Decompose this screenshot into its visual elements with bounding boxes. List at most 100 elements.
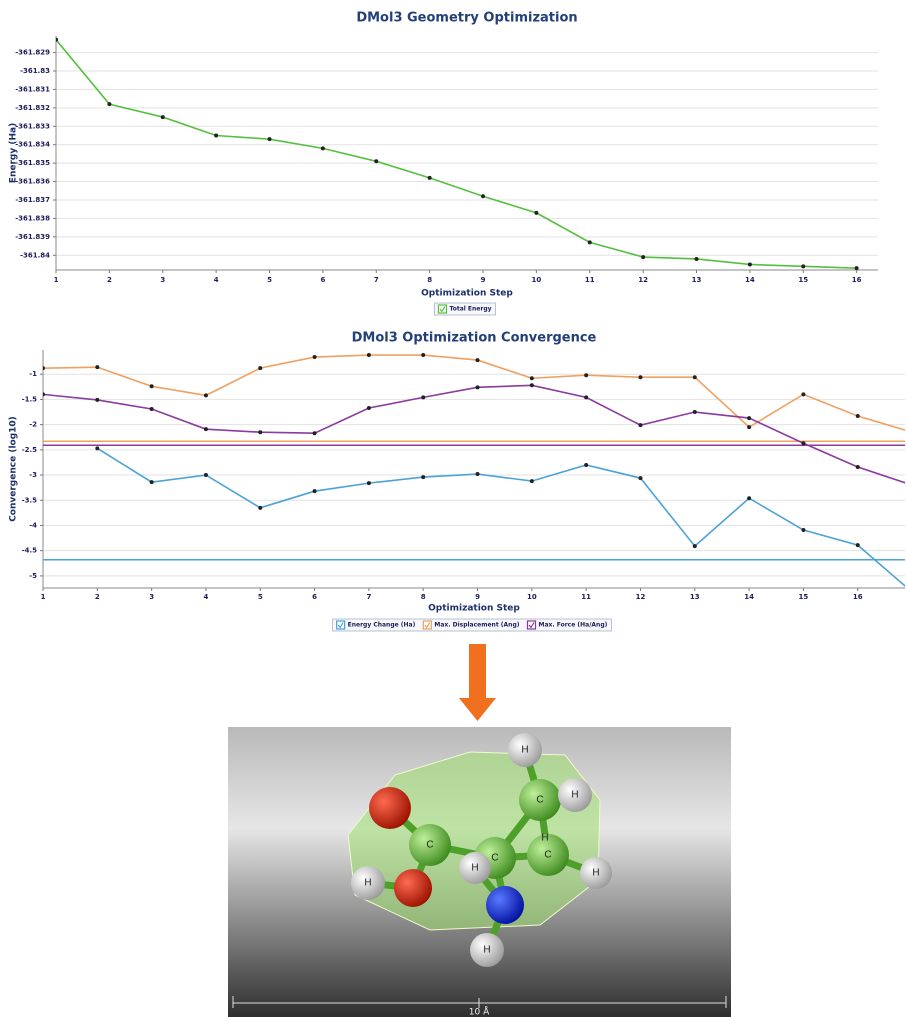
data-point (584, 463, 588, 467)
atom (486, 886, 524, 924)
atom-label: H (521, 745, 528, 756)
x-tick-label: 15 (798, 276, 808, 284)
x-tick-label: 2 (107, 276, 112, 284)
atom-label: H (483, 945, 490, 956)
data-point (530, 479, 534, 483)
data-point (638, 423, 642, 427)
series-line (43, 385, 906, 485)
data-point (41, 366, 45, 370)
data-point (95, 365, 99, 369)
chart-title: DMol3 Optimization Convergence (352, 331, 597, 346)
legend: Total Energy (434, 303, 495, 315)
x-tick-label: 13 (692, 276, 702, 284)
data-point (150, 384, 154, 388)
x-tick-label: 8 (427, 276, 432, 284)
data-point (313, 355, 317, 359)
data-point (748, 262, 752, 266)
x-tick-label: 1 (41, 593, 46, 601)
data-point (204, 427, 208, 431)
x-tick-label: 16 (853, 593, 863, 601)
data-point (150, 407, 154, 411)
data-point (313, 489, 317, 493)
chart: DMol3 Geometry OptimizationEnergy (Ha)Op… (9, 11, 879, 316)
x-axis-label: Optimization Step (421, 289, 513, 299)
x-tick-label: 6 (320, 276, 325, 284)
data-point (421, 395, 425, 399)
data-point (268, 137, 272, 141)
y-tick-label: -361.84 (20, 251, 50, 259)
atom-label: H (541, 833, 548, 844)
data-point (747, 416, 751, 420)
x-tick-label: 2 (95, 593, 100, 601)
atom (394, 869, 432, 907)
x-tick-label: 10 (527, 593, 537, 601)
x-tick-label: 7 (374, 276, 379, 284)
x-tick-label: 14 (744, 593, 754, 601)
data-point (584, 395, 588, 399)
data-point (641, 255, 645, 259)
data-point (856, 543, 860, 547)
y-tick-label: -361.832 (15, 104, 50, 112)
data-point (204, 393, 208, 397)
x-tick-label: 5 (267, 276, 272, 284)
data-point (801, 264, 805, 268)
x-tick-label: 3 (160, 276, 165, 284)
data-point (855, 266, 859, 270)
y-tick-label: -3 (29, 471, 37, 479)
y-tick-label: -1.5 (22, 395, 37, 403)
data-point (801, 528, 805, 532)
scale-label: 10 Å (469, 1006, 490, 1017)
x-tick-label: 6 (312, 593, 317, 601)
x-tick-label: 11 (581, 593, 591, 601)
data-point (530, 383, 534, 387)
y-tick-label: -361.836 (15, 178, 50, 186)
page: 10 Å HCHCCCHHHHH DMol3 Geometry Optimiza… (0, 0, 906, 1017)
series-line (56, 40, 857, 268)
data-point (367, 406, 371, 410)
x-tick-label: 9 (475, 593, 480, 601)
x-tick-label: 14 (745, 276, 755, 284)
data-point (161, 115, 165, 119)
data-point (150, 480, 154, 484)
data-point (530, 376, 534, 380)
x-tick-label: 9 (481, 276, 486, 284)
data-point (801, 441, 805, 445)
data-point (95, 446, 99, 450)
data-point (367, 481, 371, 485)
arrow (459, 644, 496, 721)
atom-label: C (491, 853, 498, 864)
data-point (95, 398, 99, 402)
data-point (584, 373, 588, 377)
legend: Energy Change (Ha)Max. Displacement (Ang… (333, 619, 612, 631)
x-tick-label: 4 (214, 276, 219, 284)
plot-area (54, 38, 859, 270)
data-point (747, 496, 751, 500)
legend-label: Max. Displacement (Ang) (434, 622, 519, 629)
atom-label: C (536, 795, 543, 806)
y-tick-label: -361.835 (15, 159, 50, 167)
data-point (367, 353, 371, 357)
y-tick-label: -4.5 (22, 547, 37, 555)
data-point (856, 465, 860, 469)
x-axis-label: Optimization Step (428, 604, 520, 614)
data-point (638, 476, 642, 480)
data-point (588, 240, 592, 244)
data-point (801, 392, 805, 396)
data-point (476, 358, 480, 362)
y-tick-label: -361.829 (15, 49, 50, 57)
x-tick-label: 4 (204, 593, 209, 601)
plot-area (41, 353, 906, 594)
data-point (54, 38, 58, 42)
legend-label: Total Energy (449, 306, 491, 313)
data-point (856, 414, 860, 418)
data-point (428, 176, 432, 180)
y-tick-label: -1 (29, 370, 37, 378)
atom-label: C (426, 840, 433, 851)
series-line (97, 448, 906, 592)
x-tick-label: 8 (421, 593, 426, 601)
data-point (695, 257, 699, 261)
data-point (374, 159, 378, 163)
data-point (693, 544, 697, 548)
y-tick-label: -361.831 (15, 85, 50, 93)
